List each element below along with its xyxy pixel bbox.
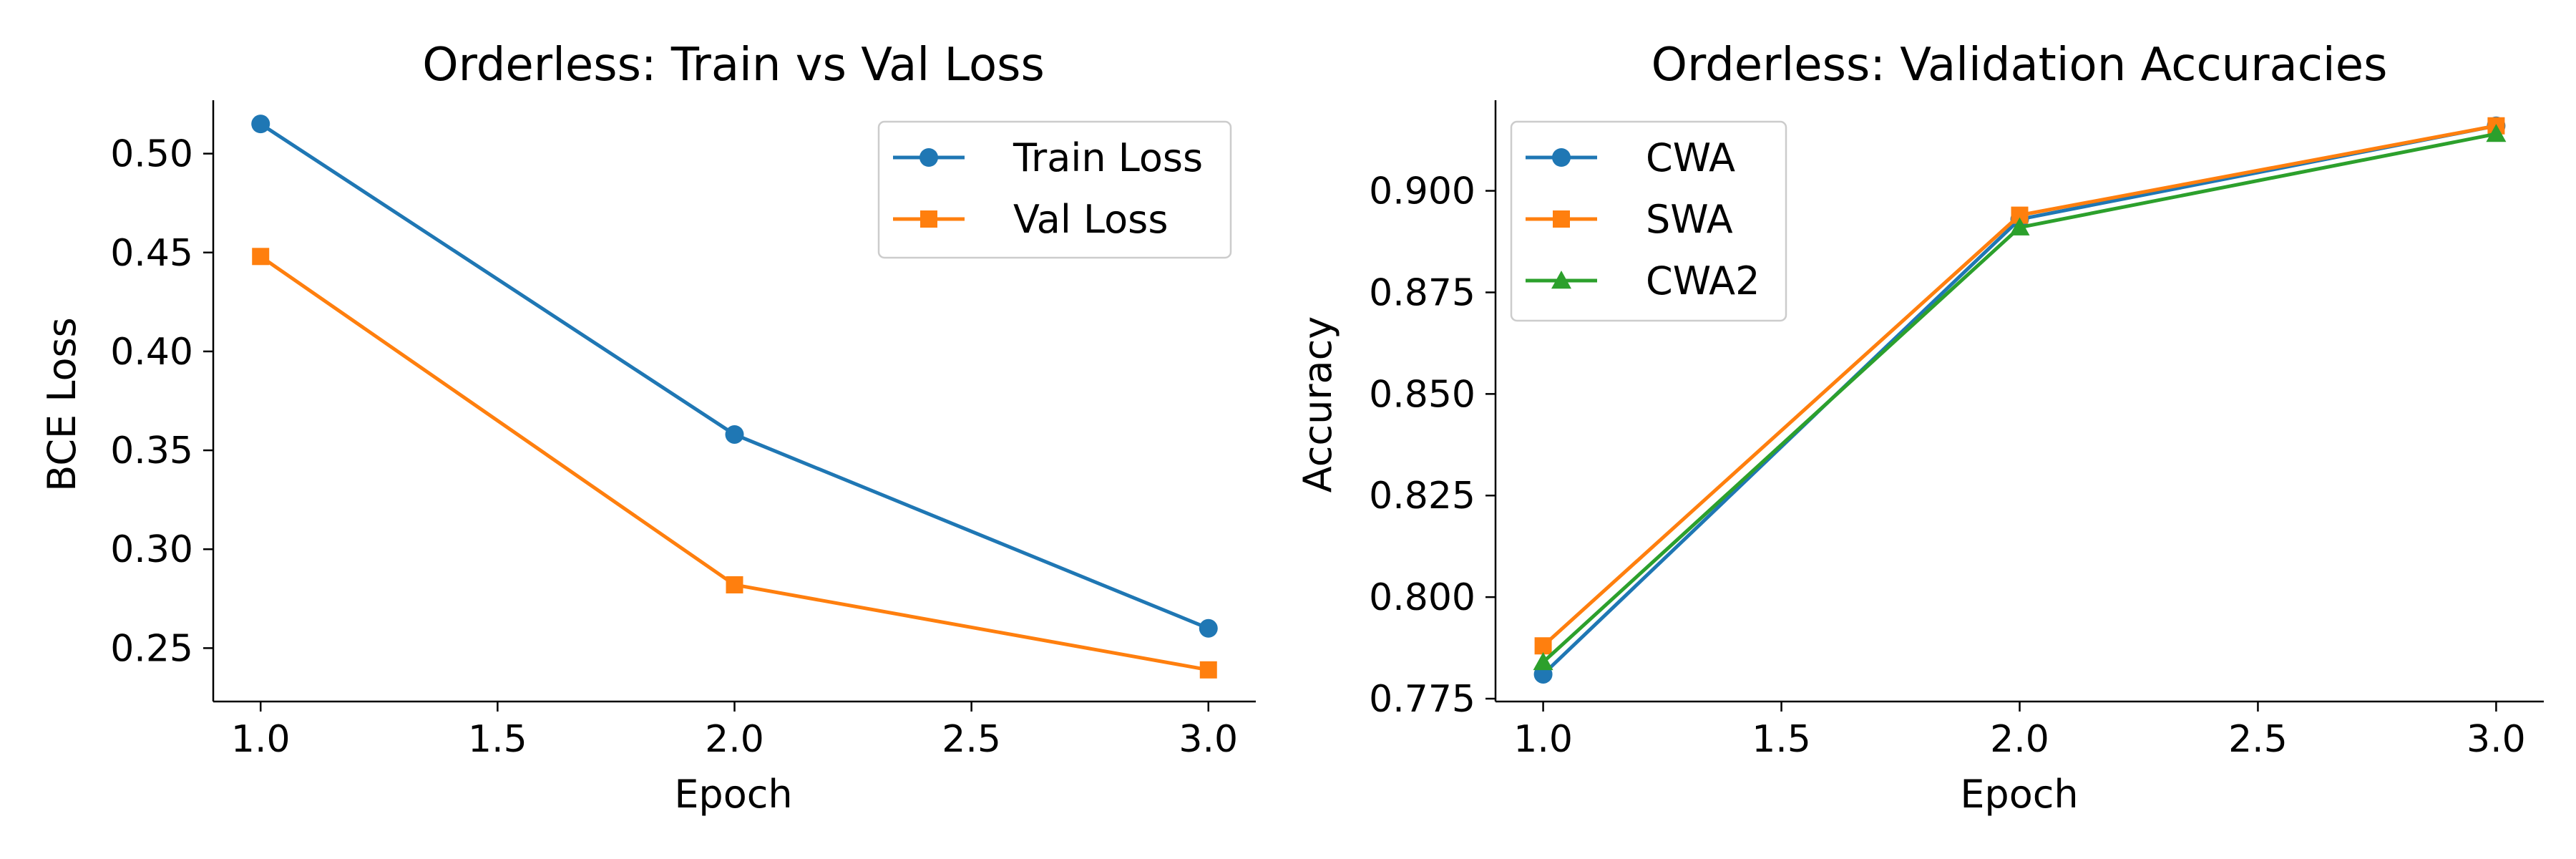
legend-label: SWA xyxy=(1646,197,1733,242)
x-tick-label: 1.0 xyxy=(231,718,291,761)
y-tick-label: 0.25 xyxy=(110,627,193,670)
x-tick-label: 2.0 xyxy=(705,718,764,761)
y-tick-label: 0.800 xyxy=(1369,576,1475,619)
y-tick-label: 0.45 xyxy=(110,232,193,275)
data-point xyxy=(1533,651,1553,671)
y-tick-label: 0.35 xyxy=(110,430,193,472)
y-axis-label: Accuracy xyxy=(1295,316,1340,493)
legend-marker xyxy=(1551,271,1571,289)
chart-title: Orderless: Validation Accuracies xyxy=(1652,39,2388,92)
accuracy-chart: Orderless: Validation Accuracies Epoch A… xyxy=(1295,39,2544,817)
legend-label: CWA2 xyxy=(1646,258,1760,304)
data-point xyxy=(1199,661,1217,679)
legend: CWA SWA CWA2 xyxy=(1510,120,1787,322)
plot-area xyxy=(1533,116,2507,684)
x-tick-label: 2.5 xyxy=(942,718,1001,761)
legend-frame xyxy=(877,120,1232,259)
legend-label: Val Loss xyxy=(1013,197,1168,242)
y-tick-label: 0.30 xyxy=(110,528,193,571)
x-tick-label: 1.0 xyxy=(1513,718,1573,761)
data-point xyxy=(725,424,744,444)
x-tick-label: 2.5 xyxy=(2228,718,2288,761)
y-axis-label: BCE Loss xyxy=(39,317,84,492)
legend-label: CWA xyxy=(1646,135,1735,180)
x-axis-label: Epoch xyxy=(674,772,792,817)
legend: Train Loss Val Loss xyxy=(877,120,1232,259)
x-tick-label: 1.5 xyxy=(1752,718,1811,761)
data-point xyxy=(726,576,743,593)
axis-spines xyxy=(1494,100,2544,703)
data-point xyxy=(251,115,270,134)
legend-marker xyxy=(920,210,937,228)
y-tick-label: 0.875 xyxy=(1369,271,1475,314)
plot-area xyxy=(251,115,1218,679)
x-tick-label: 3.0 xyxy=(1179,718,1238,761)
y-tick-label: 0.775 xyxy=(1369,678,1475,721)
legend-marker xyxy=(1552,148,1571,167)
y-tick-label: 0.825 xyxy=(1369,475,1475,518)
x-tick-label: 3.0 xyxy=(2467,718,2526,761)
x-tick-label: 2.0 xyxy=(1990,718,2049,761)
data-point xyxy=(252,248,270,266)
y-tick-label: 0.900 xyxy=(1369,170,1475,213)
loss-chart: Orderless: Train vs Val Loss Epoch BCE L… xyxy=(39,39,1256,817)
data-point xyxy=(2486,124,2507,142)
x-axis-label: Epoch xyxy=(1960,772,2078,817)
axis-spines xyxy=(212,100,1256,703)
legend-label: Train Loss xyxy=(1013,135,1203,180)
y-tick-label: 0.850 xyxy=(1369,373,1475,416)
legend-marker xyxy=(1553,210,1570,228)
data-point xyxy=(2009,217,2030,236)
legend-frame xyxy=(1510,120,1787,322)
axis-ticks: 1.0 1.5 2.0 2.5 3.0 0.775 0.800 0.825 0.850 0.875… xyxy=(1369,170,2526,761)
x-tick-label: 1.5 xyxy=(468,718,527,761)
data-point xyxy=(1534,637,1552,655)
data-point xyxy=(1199,618,1218,638)
legend-marker xyxy=(919,148,938,167)
chart-title: Orderless: Train vs Val Loss xyxy=(422,39,1045,92)
y-tick-label: 0.50 xyxy=(110,133,193,176)
axis-ticks: 1.0 1.5 2.0 2.5 3.0 0.25 0.30 0.35 0.40 0.45 0.50 xyxy=(110,133,1238,761)
y-tick-label: 0.40 xyxy=(110,331,193,374)
